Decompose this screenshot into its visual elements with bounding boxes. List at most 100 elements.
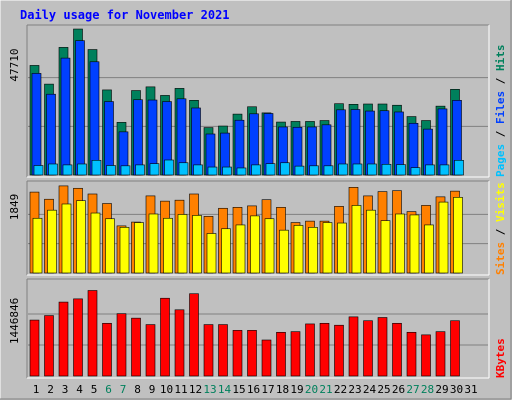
bar-kbytes-day-4 bbox=[73, 298, 83, 377]
day-label-26: 26 bbox=[392, 383, 405, 396]
bar-sites-day-28 bbox=[424, 224, 434, 274]
panel-legend: Sites / Visits bbox=[494, 182, 507, 275]
bar-files-day-27 bbox=[408, 122, 419, 176]
legend-files: Files bbox=[494, 91, 507, 124]
bar-pages-day-29 bbox=[439, 164, 450, 176]
bar-sites-day-11 bbox=[177, 214, 188, 274]
bar-sites-day-22 bbox=[337, 222, 347, 274]
panel-max-label: 1446846 bbox=[8, 298, 21, 344]
bar-pages-day-19 bbox=[294, 165, 305, 176]
bar-sites-day-5 bbox=[90, 212, 101, 274]
bar-kbytes-day-29 bbox=[435, 331, 446, 377]
bar-kbytes-day-26 bbox=[392, 322, 402, 377]
day-label-28: 28 bbox=[421, 383, 434, 396]
legend-separator: / bbox=[494, 222, 507, 242]
bar-pages-day-11 bbox=[178, 162, 189, 176]
day-label-13: 13 bbox=[203, 383, 216, 396]
bar-sites-day-15 bbox=[235, 224, 246, 274]
bar-sites-day-20 bbox=[308, 227, 318, 274]
bar-pages-day-5 bbox=[91, 160, 102, 176]
bar-pages-day-14 bbox=[222, 166, 232, 176]
bar-kbytes-day-15 bbox=[232, 330, 243, 377]
panel-pages-files-hits: 47710 Pages / Files / Hits bbox=[8, 24, 507, 178]
bar-pages-day-25 bbox=[381, 163, 392, 176]
bar-kbytes-day-24 bbox=[363, 320, 373, 377]
day-label-27: 27 bbox=[406, 383, 419, 396]
legend-sites: Sites bbox=[494, 242, 507, 275]
day-label-20: 20 bbox=[305, 383, 318, 396]
bar-pages-day-23 bbox=[352, 163, 363, 176]
day-label-7: 7 bbox=[120, 383, 127, 396]
bar-pages-day-18 bbox=[280, 162, 290, 176]
bar-kbytes-day-22 bbox=[334, 324, 344, 377]
bar-pages-day-1 bbox=[33, 165, 44, 176]
bar-pages-day-6 bbox=[106, 165, 116, 176]
bar-sites-day-14 bbox=[221, 228, 231, 274]
bar-sites-day-23 bbox=[351, 205, 362, 274]
bar-sites-day-26 bbox=[395, 213, 405, 274]
day-label-21: 21 bbox=[319, 383, 332, 396]
bar-files-day-3 bbox=[60, 57, 71, 176]
legend-separator: / bbox=[494, 124, 507, 144]
bar-kbytes-day-2 bbox=[44, 315, 54, 377]
bar-pages-day-13 bbox=[207, 166, 218, 176]
bar-pages-day-10 bbox=[164, 159, 174, 176]
bar-sites-day-7 bbox=[119, 227, 130, 274]
bar-files-day-2 bbox=[46, 93, 56, 176]
bar-sites-day-12 bbox=[192, 215, 202, 274]
day-label-6: 6 bbox=[105, 383, 112, 396]
day-label-15: 15 bbox=[232, 383, 245, 396]
day-label-10: 10 bbox=[160, 383, 173, 396]
bar-files-day-15 bbox=[234, 119, 245, 176]
day-label-29: 29 bbox=[435, 383, 448, 396]
day-label-24: 24 bbox=[363, 383, 377, 396]
bar-kbytes-day-21 bbox=[319, 322, 330, 377]
bar-sites-day-13 bbox=[206, 233, 217, 274]
day-label-30: 30 bbox=[450, 383, 463, 396]
legend-visits: Visits bbox=[494, 182, 507, 222]
bar-files-day-4 bbox=[75, 40, 85, 176]
bar-pages-day-2 bbox=[48, 163, 58, 176]
bar-pages-day-20 bbox=[309, 165, 319, 176]
bar-files-day-8 bbox=[133, 99, 143, 176]
bar-files-day-6 bbox=[104, 101, 114, 176]
day-label-17: 17 bbox=[261, 383, 274, 396]
bar-kbytes-day-28 bbox=[421, 334, 431, 377]
day-label-12: 12 bbox=[189, 383, 202, 396]
bar-kbytes-day-25 bbox=[377, 317, 388, 377]
day-label-31: 31 bbox=[464, 383, 477, 396]
panel-legend: KBytes bbox=[494, 338, 507, 378]
day-label-14: 14 bbox=[218, 383, 232, 396]
bar-sites-day-24 bbox=[366, 209, 376, 274]
bar-kbytes-day-7 bbox=[116, 313, 127, 377]
bar-pages-day-17 bbox=[265, 163, 276, 176]
bar-sites-day-16 bbox=[250, 215, 260, 274]
bar-pages-day-4 bbox=[77, 163, 87, 176]
chart-panels: 47710 Pages / Files / Hits 1849 Sites / Vis… bbox=[8, 24, 507, 379]
day-label-1: 1 bbox=[33, 383, 40, 396]
bar-kbytes-day-30 bbox=[450, 320, 460, 377]
bar-pages-day-16 bbox=[251, 164, 261, 176]
bar-sites-day-4 bbox=[76, 200, 86, 274]
bar-kbytes-day-16 bbox=[247, 330, 257, 377]
bar-kbytes-day-23 bbox=[348, 316, 359, 377]
bar-sites-day-29 bbox=[438, 201, 449, 274]
bar-sites-day-1 bbox=[32, 217, 43, 274]
bar-kbytes-day-8 bbox=[131, 317, 141, 377]
bar-pages-day-7 bbox=[120, 165, 131, 176]
day-axis-labels: 1 2 3 4 5 6 7 8 9 10 11 12 13 14 15 16 17 18 19 20 21 22 23 24 2… bbox=[33, 383, 478, 396]
bar-sites-day-19 bbox=[293, 225, 304, 274]
legend-kbytes: KBytes bbox=[494, 338, 507, 378]
bar-sites-day-9 bbox=[148, 213, 159, 274]
day-label-25: 25 bbox=[377, 383, 390, 396]
bar-sites-day-21 bbox=[322, 222, 333, 274]
bar-sites-day-27 bbox=[409, 214, 420, 274]
bar-kbytes-day-5 bbox=[87, 290, 98, 377]
bar-kbytes-day-3 bbox=[58, 301, 69, 377]
day-label-3: 3 bbox=[62, 383, 69, 396]
bar-kbytes-day-27 bbox=[406, 331, 417, 377]
bar-pages-day-27 bbox=[410, 167, 421, 176]
day-label-18: 18 bbox=[276, 383, 289, 396]
bar-pages-day-21 bbox=[323, 165, 334, 176]
bar-pages-day-9 bbox=[149, 163, 160, 176]
